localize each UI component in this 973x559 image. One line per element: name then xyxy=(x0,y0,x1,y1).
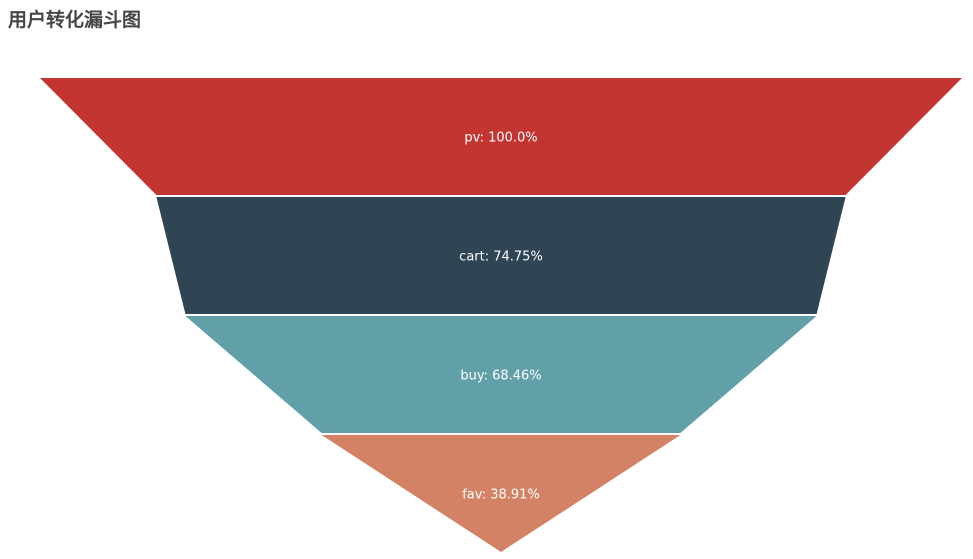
funnel-label-fav: fav: 38.91% xyxy=(462,488,540,503)
funnel-segments xyxy=(40,78,962,552)
funnel-labels: pv: 100.0% cart: 74.75% buy: 68.46% fav: 38… xyxy=(459,131,543,503)
funnel-label-cart: cart: 74.75% xyxy=(459,250,543,265)
chart-title: 用户转化漏斗图 xyxy=(8,9,142,31)
funnel-segment-buy[interactable] xyxy=(185,316,817,433)
funnel-label-buy: buy: 68.46% xyxy=(460,369,541,384)
funnel-segment-pv[interactable] xyxy=(40,78,962,195)
funnel-segment-fav[interactable] xyxy=(321,435,681,552)
funnel-segment-cart[interactable] xyxy=(156,197,846,314)
funnel-label-pv: pv: 100.0% xyxy=(464,131,537,146)
